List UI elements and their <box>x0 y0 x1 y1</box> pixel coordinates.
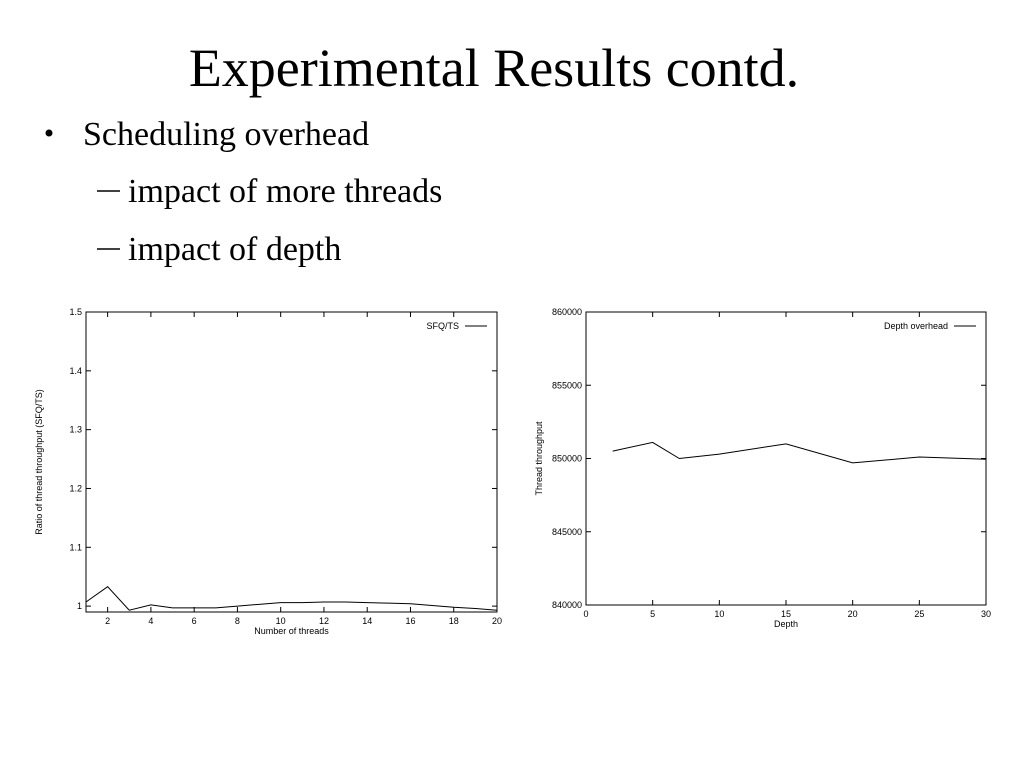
y-tick-label: 1.4 <box>69 366 82 376</box>
x-tick-label: 30 <box>981 609 991 619</box>
x-tick-label: 18 <box>449 616 459 626</box>
legend-label: SFQ/TS <box>426 321 459 331</box>
y-tick-label: 855000 <box>552 380 582 390</box>
chart: 1 1.1 1.2 1.3 1.4 1.5 2 4 6 8 10 12 14 16 18 20 Number o… <box>34 307 502 636</box>
y-tick-label: 1.1 <box>69 542 82 552</box>
x-tick-label: 10 <box>276 616 286 626</box>
sub-bullet: impact of depth <box>128 231 341 268</box>
plot-frame <box>85 311 498 613</box>
x-tick-label: 25 <box>914 609 924 619</box>
x-tick-label: 2 <box>105 616 110 626</box>
bullet-dot <box>45 129 53 137</box>
y-tick-label: 1.3 <box>69 425 82 435</box>
data-line <box>612 441 987 464</box>
x-tick-label: 14 <box>362 616 372 626</box>
y-tick-label: 1.2 <box>69 483 82 493</box>
y-tick-label: 1.5 <box>69 307 82 317</box>
y-axis-label: Thread throughput <box>534 421 544 496</box>
x-tick-label: 15 <box>781 609 791 619</box>
x-axis-label: Depth <box>774 619 798 629</box>
x-tick-label: 0 <box>583 609 588 619</box>
sub-bullet: impact of more threads <box>128 173 442 210</box>
data-line <box>85 586 498 611</box>
x-tick-label: 5 <box>650 609 655 619</box>
x-tick-label: 20 <box>848 609 858 619</box>
x-tick-label: 4 <box>148 616 153 626</box>
x-axis-label: Number of threads <box>254 626 329 636</box>
y-tick-label: 850000 <box>552 454 582 464</box>
legend-label: Depth overhead <box>884 321 948 331</box>
x-tick-label: 6 <box>192 616 197 626</box>
x-tick-label: 8 <box>235 616 240 626</box>
y-tick-label: 860000 <box>552 307 582 317</box>
x-tick-label: 20 <box>492 616 502 626</box>
x-tick-label: 10 <box>714 609 724 619</box>
x-tick-label: 12 <box>319 616 329 626</box>
slide-title: Experimental Results contd. <box>189 38 799 98</box>
plot-frame <box>585 311 987 606</box>
x-tick-label: 16 <box>405 616 415 626</box>
y-axis-label: Ratio of thread throughput (SFQ/TS) <box>34 389 44 535</box>
y-tick-label: 845000 <box>552 527 582 537</box>
y-tick-label: 840000 <box>552 600 582 610</box>
bullet: Scheduling overhead <box>83 116 369 153</box>
chart: 840000 845000 850000 855000 860000 0 5 10 15 20 25… <box>534 307 991 629</box>
y-tick-label: 1 <box>77 601 82 611</box>
